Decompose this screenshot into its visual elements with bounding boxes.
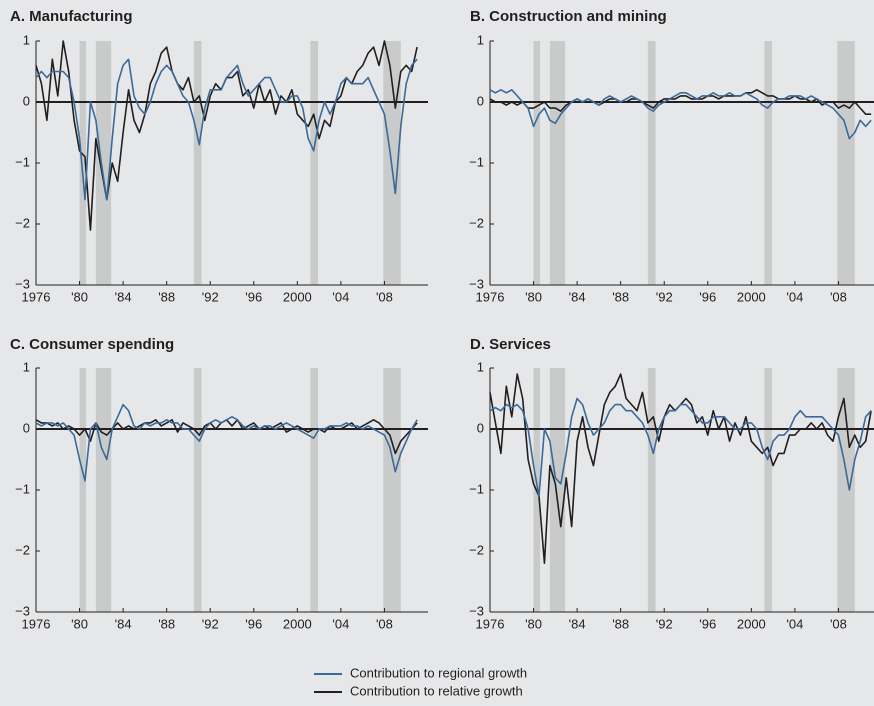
y-tick-label: 0 <box>23 420 30 435</box>
x-tick-label: '08 <box>830 289 847 304</box>
x-tick-label: 2000 <box>283 289 312 304</box>
recession-shade <box>95 368 112 612</box>
x-tick-label: '88 <box>612 289 629 304</box>
recession-shade <box>549 41 566 285</box>
recession-shade <box>549 368 566 612</box>
x-tick-label: '96 <box>245 289 262 304</box>
series-line <box>489 89 872 115</box>
recession-shade <box>837 41 855 285</box>
y-tick-label: −1 <box>469 481 484 496</box>
series-line <box>35 40 418 231</box>
y-tick-label: 1 <box>23 359 30 374</box>
x-tick-label: 2000 <box>283 616 312 631</box>
x-tick-label: '84 <box>569 616 586 631</box>
y-tick-label: −3 <box>15 603 30 618</box>
recession-shade <box>647 368 656 612</box>
panel-title: C. Consumer spending <box>10 336 174 353</box>
y-tick-label: −3 <box>469 603 484 618</box>
x-tick-label: '84 <box>115 289 132 304</box>
x-tick-label: 1976 <box>476 289 505 304</box>
x-tick-label: '92 <box>656 289 673 304</box>
y-tick-label: 0 <box>23 93 30 108</box>
recession-shade <box>95 41 112 285</box>
x-tick-label: 2000 <box>737 289 766 304</box>
y-tick-label: −1 <box>15 481 30 496</box>
x-tick-label: '80 <box>525 616 542 631</box>
recession-shade <box>764 368 773 612</box>
y-tick-label: 0 <box>477 93 484 108</box>
series-line <box>489 89 872 140</box>
recession-shade <box>310 41 319 285</box>
x-tick-label: 1976 <box>22 616 51 631</box>
series-line <box>35 58 418 201</box>
series-line <box>35 403 418 482</box>
recession-shade <box>79 41 87 285</box>
y-tick-label: −2 <box>15 542 30 557</box>
x-tick-label: '80 <box>71 289 88 304</box>
panel-title: B. Construction and mining <box>470 8 667 25</box>
y-tick-label: −1 <box>469 154 484 169</box>
x-tick-label: '08 <box>376 616 393 631</box>
x-tick-label: '04 <box>786 289 803 304</box>
x-tick-label: '04 <box>332 616 349 631</box>
y-tick-label: 1 <box>477 32 484 47</box>
y-tick-label: −2 <box>469 215 484 230</box>
recession-shade <box>79 368 87 612</box>
legend-label: Contribution to regional growth <box>350 665 527 680</box>
series-line <box>489 373 872 564</box>
x-tick-label: '96 <box>699 616 716 631</box>
x-tick-label: '84 <box>115 616 132 631</box>
recession-shade <box>647 41 656 285</box>
legend-label: Contribution to relative growth <box>350 683 523 698</box>
y-tick-label: −1 <box>15 154 30 169</box>
x-tick-label: '88 <box>612 616 629 631</box>
x-tick-label: '96 <box>699 289 716 304</box>
recession-shade <box>193 368 202 612</box>
x-tick-label: '04 <box>786 616 803 631</box>
x-tick-label: '80 <box>525 289 542 304</box>
x-tick-label: '08 <box>830 616 847 631</box>
y-tick-label: −3 <box>469 276 484 291</box>
x-tick-label: '96 <box>245 616 262 631</box>
y-tick-label: 0 <box>477 420 484 435</box>
recession-shade <box>764 41 773 285</box>
y-tick-label: −2 <box>15 215 30 230</box>
recession-shade <box>310 368 319 612</box>
recession-shade <box>193 41 202 285</box>
x-tick-label: '88 <box>158 289 175 304</box>
panel-title: D. Services <box>470 336 551 353</box>
y-tick-label: −2 <box>469 542 484 557</box>
panel-title: A. Manufacturing <box>10 8 133 25</box>
x-tick-label: '92 <box>202 616 219 631</box>
y-tick-label: 1 <box>477 359 484 374</box>
x-tick-label: 1976 <box>22 289 51 304</box>
recession-shade <box>533 41 541 285</box>
x-tick-label: '92 <box>202 289 219 304</box>
x-tick-label: '84 <box>569 289 586 304</box>
x-tick-label: '04 <box>332 289 349 304</box>
recession-shade <box>837 368 855 612</box>
y-tick-label: −3 <box>15 276 30 291</box>
series-line <box>489 397 872 497</box>
x-tick-label: '08 <box>376 289 393 304</box>
y-tick-label: 1 <box>23 32 30 47</box>
x-tick-label: 2000 <box>737 616 766 631</box>
x-tick-label: 1976 <box>476 616 505 631</box>
x-tick-label: '92 <box>656 616 673 631</box>
x-tick-label: '88 <box>158 616 175 631</box>
x-tick-label: '80 <box>71 616 88 631</box>
recession-shade <box>383 368 401 612</box>
